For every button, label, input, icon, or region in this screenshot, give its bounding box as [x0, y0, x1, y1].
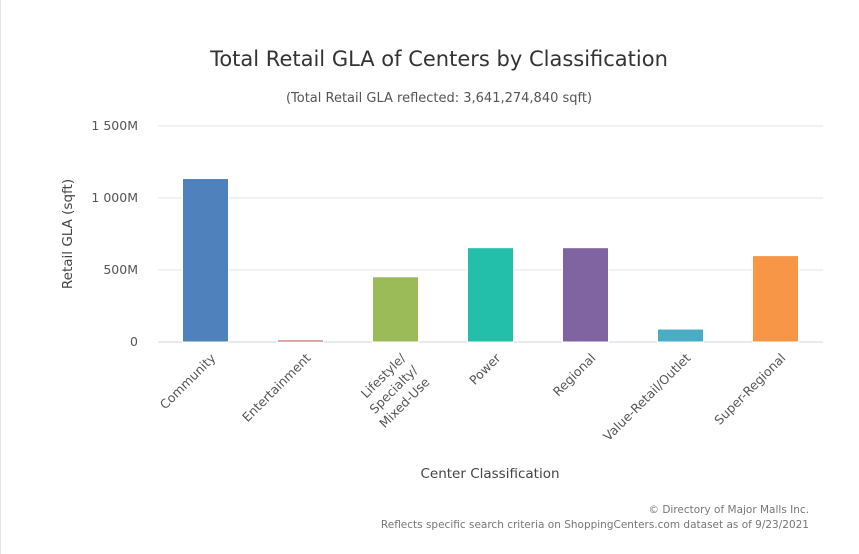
y-tick-label: 500M [103, 262, 138, 277]
credit-source: Reflects specific search criteria on Sho… [381, 519, 809, 531]
y-tick-label: 1 000M [91, 190, 138, 205]
bar-lifestyle-specialty-mixed-use[interactable] [372, 276, 419, 343]
chart-title: Total Retail GLA of Centers by Classific… [209, 47, 668, 71]
x-tick-label: Super-Regional [711, 350, 788, 427]
x-axis-label: Center Classification [420, 466, 559, 482]
x-tick-label: Regional [550, 350, 599, 399]
bar-entertainment[interactable] [277, 339, 324, 343]
y-axis-label: Retail GLA (sqft) [60, 179, 76, 289]
bar-regional[interactable] [562, 247, 609, 343]
x-tick-label-line: Community [157, 350, 219, 412]
x-tick-label-line: Entertainment [239, 350, 313, 424]
x-tick-label-line: Power [466, 350, 504, 388]
bar-power[interactable] [467, 247, 514, 343]
bar-value-retail-outlet[interactable] [657, 328, 704, 343]
bar-community[interactable] [182, 178, 229, 343]
x-tick-label-line: Super-Regional [711, 350, 788, 427]
x-tick-label: Lifestyle/Specialty/Mixed-Use [358, 350, 433, 431]
bar-super-regional[interactable] [752, 255, 799, 343]
x-tick-label: Power [466, 350, 504, 388]
x-tick-label-line: Regional [550, 350, 599, 399]
y-tick-label: 0 [130, 334, 138, 349]
x-tick-label: Entertainment [239, 350, 313, 424]
chart-subtitle: (Total Retail GLA reflected: 3,641,274,8… [286, 91, 592, 106]
x-tick-label-line: Value-Retail/Outlet [600, 350, 693, 443]
y-tick-label: 1 500M [91, 118, 138, 133]
x-tick-label: Community [157, 350, 219, 412]
x-tick-label: Value-Retail/Outlet [600, 350, 693, 443]
credit-copyright: © Directory of Major Malls Inc. [648, 504, 809, 516]
